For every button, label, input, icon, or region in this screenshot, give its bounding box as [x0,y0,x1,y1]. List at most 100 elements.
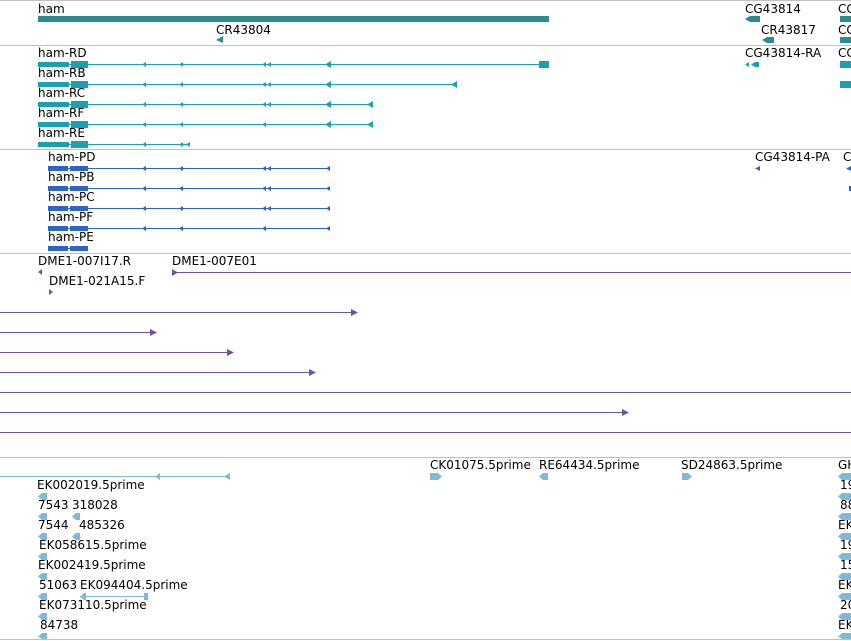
transcript-ham-re-model[interactable] [38,141,190,148]
est-edge-15-label[interactable]: 15 [840,558,851,572]
protein-ham-pf-model[interactable] [48,226,330,231]
transcript-cg43814-ra-label[interactable]: CG43814-RA [745,46,822,60]
est-edge-88-feature[interactable] [838,513,851,520]
est-485326-feature[interactable] [72,533,80,540]
est-edge-ek3-label[interactable]: EK [838,618,851,632]
est-row-top[interactable] [0,473,230,480]
est-edge-15-feature[interactable] [838,573,851,580]
est-sd24863-feature[interactable] [682,473,692,480]
protein-ham-pb-model[interactable] [48,186,330,191]
clone-dme1-007i17-feature[interactable] [38,269,42,275]
est-ek094404-label[interactable]: EK094404.5prime [80,578,188,592]
est-edge-ek1-feature[interactable] [838,533,851,540]
gene-ham-label[interactable]: ham [38,2,65,16]
clone-row-6[interactable] [0,409,629,416]
est-ek002419-feature[interactable] [38,573,47,580]
clone-row-1[interactable] [0,309,358,316]
est-ek094404-feature[interactable] [80,593,148,600]
gene-edge-feature-1[interactable] [840,16,851,22]
gene-cg43814-label[interactable]: CG43814 [745,2,801,16]
transcript-ham-rd-label[interactable]: ham-RD [38,46,87,60]
clone-row-3[interactable] [0,349,234,356]
est-edge-20-label[interactable]: 20 [840,598,851,612]
est-edge-gh-label[interactable]: GH [838,458,851,472]
est-318028-feature[interactable] [72,513,80,520]
est-edge-19b-label[interactable]: 19 [840,538,851,552]
est-edge-ek2-feature[interactable] [838,593,851,600]
est-re64434-feature[interactable] [539,473,548,480]
protein-edge-feature-1[interactable] [846,166,851,171]
transcript-ham-rd-model[interactable] [38,61,549,68]
protein-ham-pe-model[interactable] [48,246,88,251]
est-edge-20-feature[interactable] [838,613,851,620]
protein-edge-feature-2[interactable] [849,186,851,191]
gene-cr43804-feature[interactable] [216,36,223,43]
protein-ham-pd-model[interactable] [48,166,330,171]
gene-cr43817-label[interactable]: CR43817 [761,23,816,37]
transcript-ham-rf-model[interactable] [38,121,373,128]
protein-ham-pe-label[interactable]: ham-PE [48,230,94,244]
clone-dme1-007e01-feature[interactable] [172,269,851,276]
est-ek002019-feature[interactable] [38,493,47,500]
est-318028-label[interactable]: 318028 [72,498,118,512]
est-edge-88-label[interactable]: 88 [840,498,851,512]
clone-dme1-007e01-label[interactable]: DME1-007E01 [172,254,257,268]
gene-cr43804-label[interactable]: CR43804 [216,23,271,37]
protein-ham-pd-label[interactable]: ham-PD [48,150,96,164]
transcript-ham-re-label[interactable]: ham-RE [38,126,85,140]
est-ck01075-feature[interactable] [430,473,442,480]
transcript-ham-rc-model[interactable] [38,101,373,108]
est-edge-ek3-feature[interactable] [838,633,851,639]
est-ck01075-label[interactable]: CK01075.5prime [430,458,531,472]
gene-cg43814-feature[interactable] [745,16,760,22]
est-51063-feature[interactable] [38,593,47,600]
est-edge-gh-feature[interactable] [838,473,851,480]
gene-cr43817-feature[interactable] [762,37,774,43]
gene-edge-label-2[interactable]: CG [838,23,851,37]
est-re64434-label[interactable]: RE64434.5prime [539,458,640,472]
est-edge-19a-feature[interactable] [838,493,851,500]
est-ek002419-label[interactable]: EK002419.5prime [38,558,146,572]
est-edge-19b-feature[interactable] [838,553,851,560]
est-ek058615-label[interactable]: EK058615.5prime [39,538,147,552]
transcript-edge-feature-1[interactable] [840,61,851,68]
protein-ham-pf-label[interactable]: ham-PF [48,210,94,224]
protein-edge-label[interactable]: C [843,150,851,164]
clone-dme1-021a15-feature[interactable] [49,289,53,295]
est-ek002019-label[interactable]: EK002019.5prime [37,478,145,492]
est-7543-label[interactable]: 7543 [38,498,69,512]
transcript-ham-rb-model[interactable] [38,81,457,88]
protein-cg43814-pa-model[interactable] [755,166,760,171]
transcript-ham-rf-label[interactable]: ham-RF [38,106,85,120]
est-84738-feature[interactable] [38,633,47,639]
clone-row-4[interactable] [0,369,316,376]
est-ek058615-feature[interactable] [38,553,47,560]
est-ek073110-feature[interactable] [38,613,47,620]
protein-cg43814-pa-label[interactable]: CG43814-PA [755,150,830,164]
clone-dme1-021a15-label[interactable]: DME1-021A15.F [49,274,146,288]
est-7544-feature[interactable] [38,533,47,540]
protein-ham-pb-label[interactable]: ham-PB [48,170,95,184]
est-edge-19a-label[interactable]: 19 [840,478,851,492]
est-ek073110-label[interactable]: EK073110.5prime [39,598,147,612]
clone-dme1-007i17-label[interactable]: DME1-007I17.R [38,254,132,268]
gene-ham-feature[interactable] [38,16,549,22]
est-edge-ek1-label[interactable]: EK [838,518,851,532]
transcript-edge-feature-2[interactable] [840,81,851,88]
transcript-ham-rc-label[interactable]: ham-RC [38,86,86,100]
transcript-cg43814-ra-model[interactable] [745,62,759,67]
transcript-edge-label[interactable]: CG [838,46,851,60]
protein-ham-pc-label[interactable]: ham-PC [48,190,95,204]
gene-edge-label-1[interactable]: CG [838,2,851,16]
est-sd24863-label[interactable]: SD24863.5prime [681,458,783,472]
est-84738-label[interactable]: 84738 [40,618,79,632]
est-edge-ek2-label[interactable]: EK [838,578,851,592]
transcript-ham-rb-label[interactable]: ham-RB [38,66,86,80]
gene-edge-feature-2[interactable] [840,37,851,43]
protein-ham-pc-model[interactable] [48,206,330,211]
est-485326-label[interactable]: 485326 [79,518,125,532]
est-7544-label[interactable]: 7544 [38,518,69,532]
clone-row-2[interactable] [0,329,157,336]
est-51063-label[interactable]: 51063 [39,578,78,592]
est-7543-feature[interactable] [38,513,47,520]
